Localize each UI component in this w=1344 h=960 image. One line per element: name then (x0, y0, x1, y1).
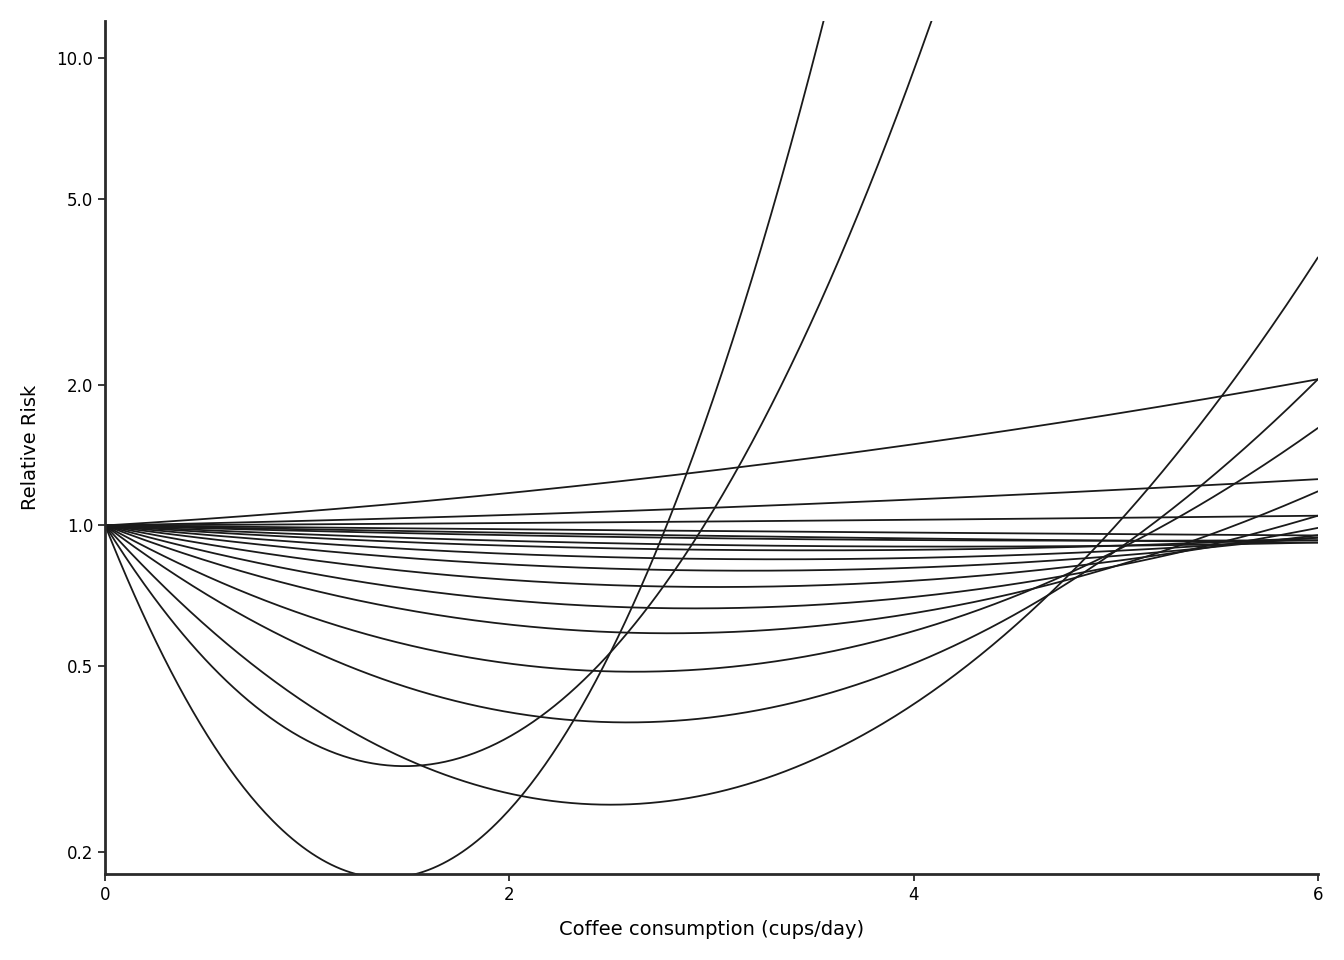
Y-axis label: Relative Risk: Relative Risk (22, 385, 40, 510)
X-axis label: Coffee consumption (cups/day): Coffee consumption (cups/day) (559, 921, 864, 939)
